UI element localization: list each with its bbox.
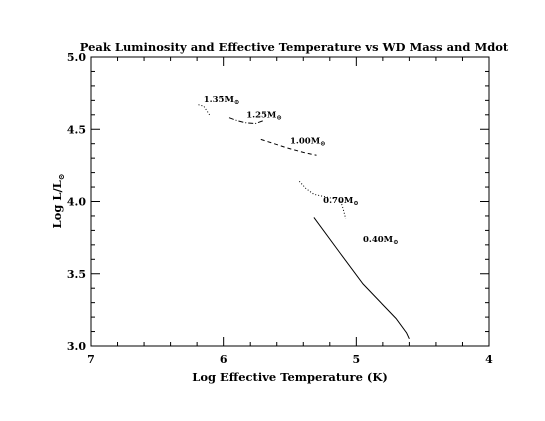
x-tick-label: 6	[220, 353, 228, 366]
y-tick-label: 4.0	[67, 196, 86, 209]
x-tick-label: 4	[485, 353, 493, 366]
series-line	[198, 104, 211, 117]
series-label: 0.70M⊙	[323, 196, 359, 207]
y-axis: 3.0 3.5 4.0 4.5 5.0	[67, 51, 489, 353]
plot-frame	[90, 56, 490, 347]
series-group	[198, 104, 410, 340]
y-tick-label: 4.5	[67, 123, 86, 136]
x-axis-label: Log Effective Temperature (K)	[192, 370, 388, 384]
series-line	[313, 217, 410, 340]
annotation-group: 1.35M⊙1.25M⊙1.00M⊙0.70M⊙0.40M⊙	[204, 95, 399, 246]
series-label-text: 1.25M	[246, 111, 277, 121]
y-tick-label: 3.5	[67, 268, 86, 281]
sun-symbol: ⊙	[393, 238, 398, 246]
series-line	[298, 180, 347, 219]
y-axis-label-text: Log L/L	[50, 180, 64, 228]
y-tick-label: 5.0	[67, 51, 86, 64]
series-line	[228, 117, 264, 125]
x-axis: 7 6 5 4	[87, 57, 493, 366]
x-tick-label: 7	[87, 353, 95, 366]
sun-symbol: ⊙	[320, 140, 325, 148]
series-label-text: 0.40M	[363, 235, 394, 245]
chart-title: Peak Luminosity and Effective Temperatur…	[80, 40, 509, 54]
y-tick-label: 3.0	[67, 340, 86, 353]
sun-symbol: ⊙	[56, 174, 66, 181]
series-label: 1.35M⊙	[204, 95, 240, 106]
sun-symbol: ⊙	[234, 98, 239, 106]
series-line	[260, 138, 317, 156]
series-label: 0.40M⊙	[363, 235, 399, 246]
x-tick-label: 5	[353, 353, 361, 366]
series-label-text: 0.70M	[323, 196, 354, 206]
y-axis-label: Log L/L⊙	[50, 174, 66, 229]
series-label: 1.25M⊙	[246, 111, 282, 122]
series-label-text: 1.35M	[204, 95, 235, 105]
series-label-text: 1.00M	[290, 137, 321, 147]
sun-symbol: ⊙	[353, 199, 358, 207]
sun-symbol: ⊙	[276, 114, 281, 122]
series-label: 1.00M⊙	[290, 137, 326, 148]
